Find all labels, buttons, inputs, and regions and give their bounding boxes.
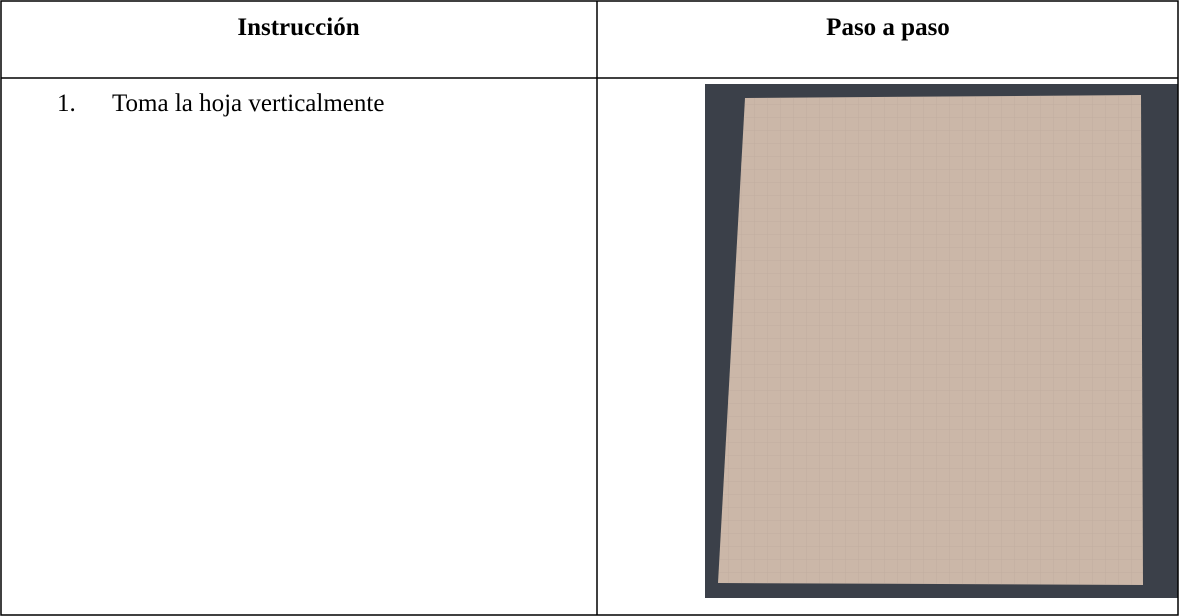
column-header: Paso a paso xyxy=(826,14,950,41)
column-header: Instrucción xyxy=(237,14,360,41)
step-photo xyxy=(705,84,1178,598)
list-marker: 1. xyxy=(57,90,76,117)
instruction-text: Toma la hoja verticalmente xyxy=(112,90,385,117)
